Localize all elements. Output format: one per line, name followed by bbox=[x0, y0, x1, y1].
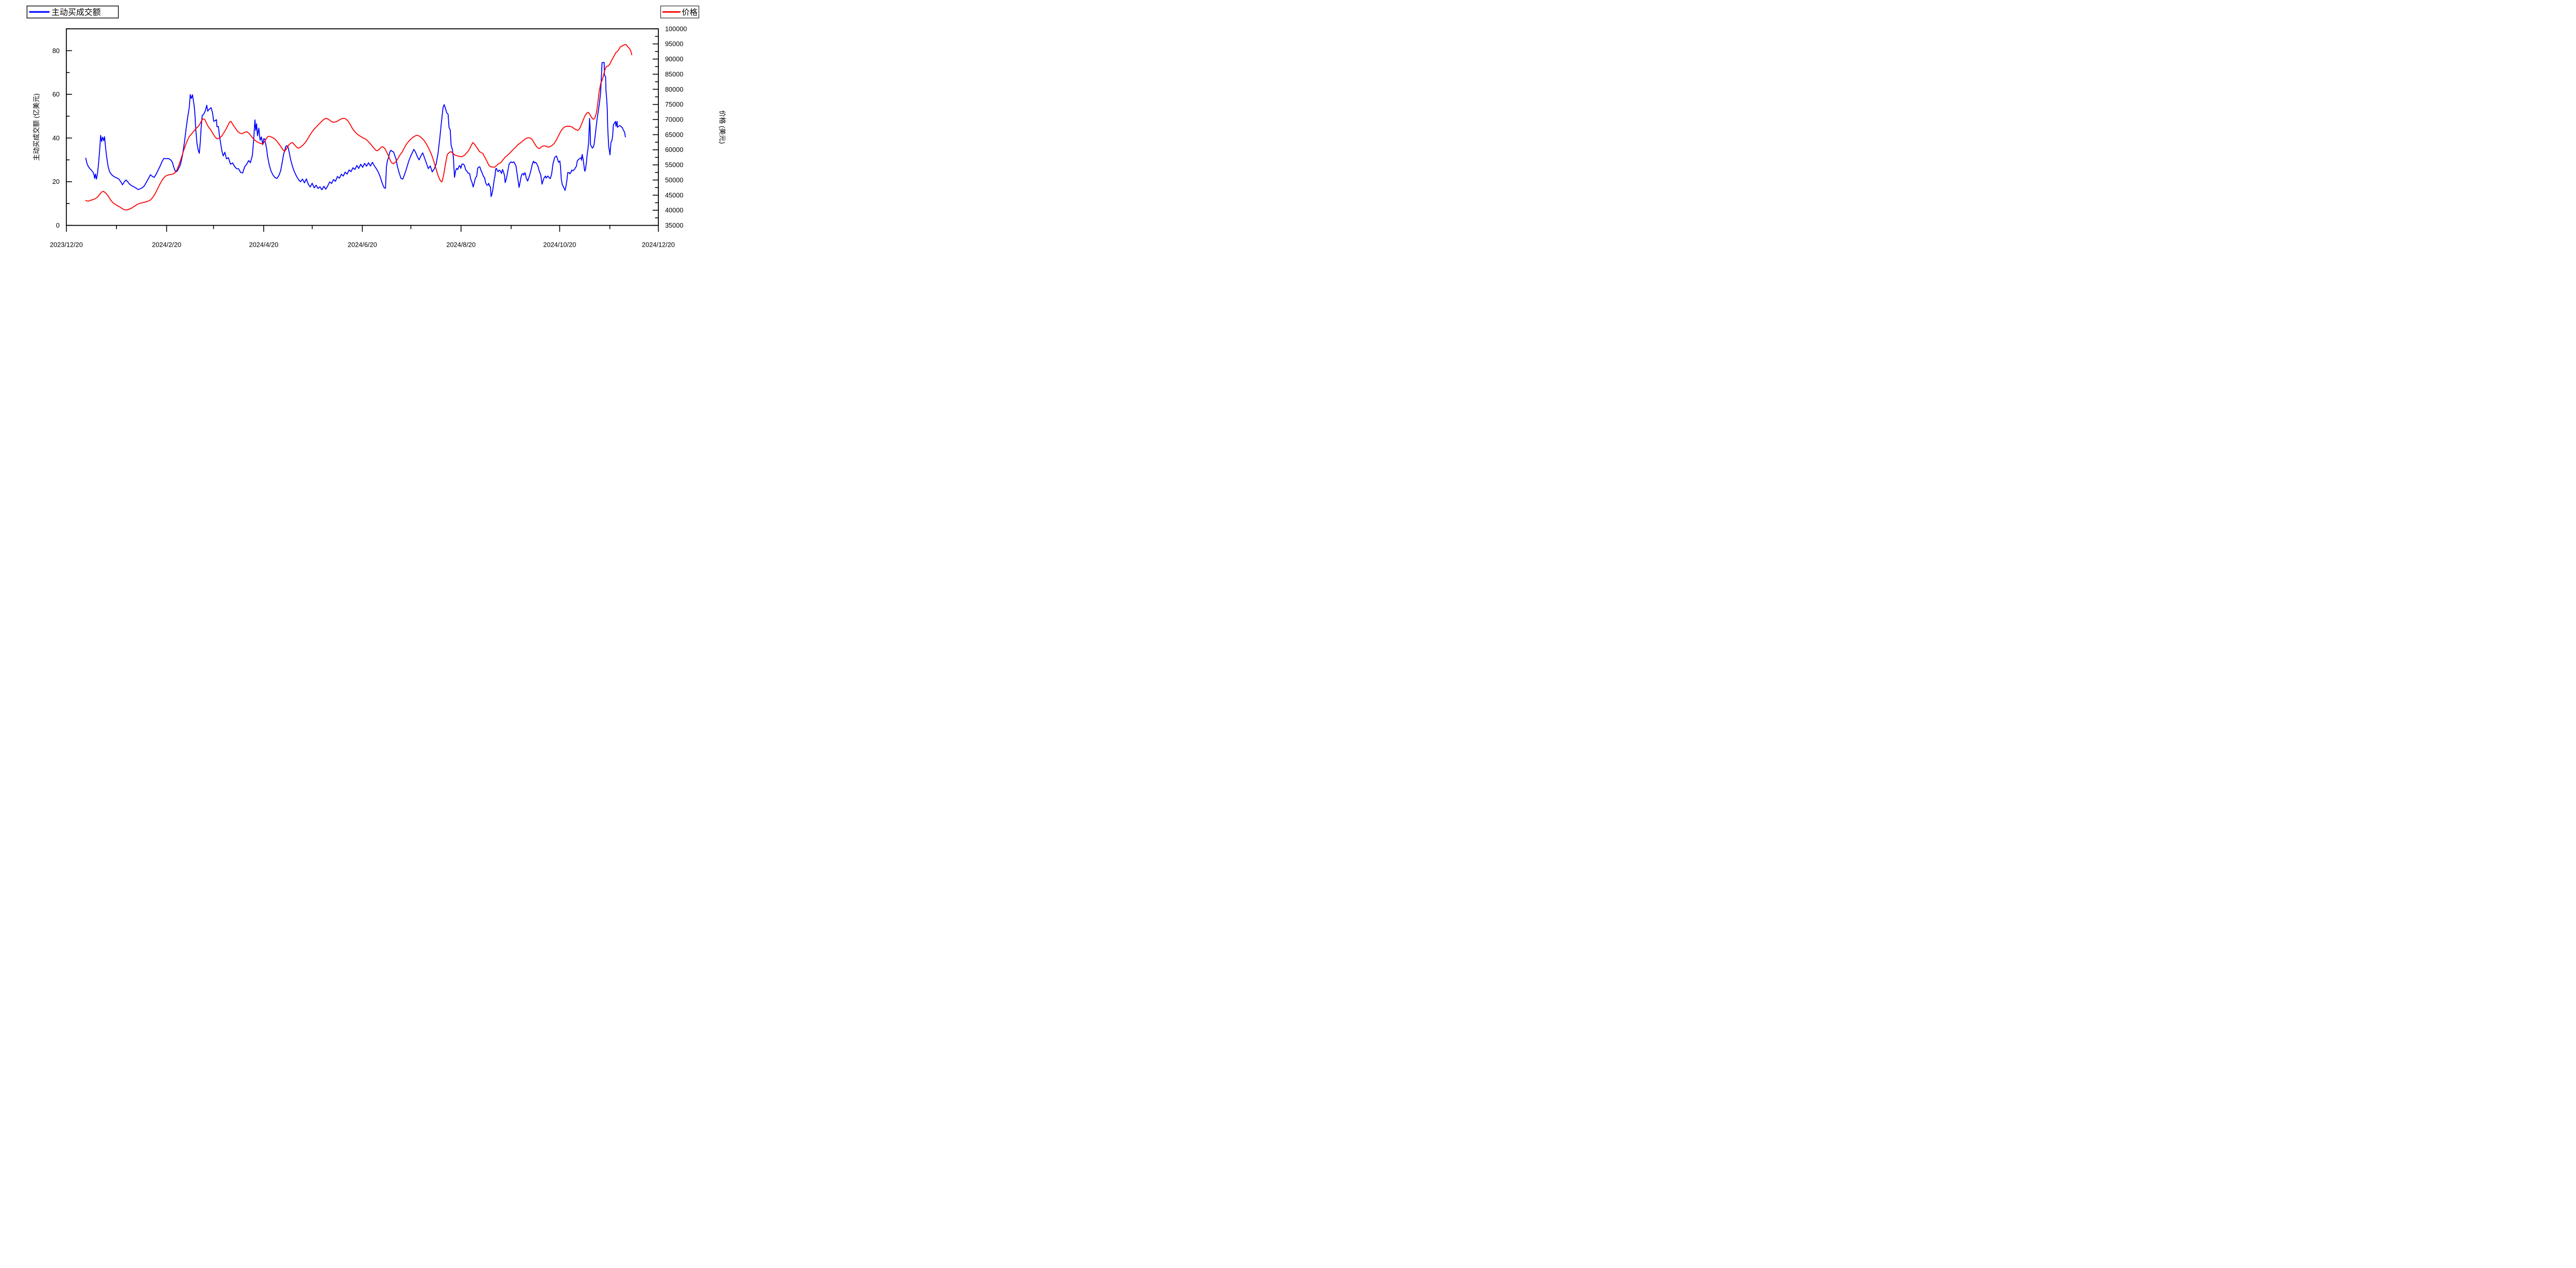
y-left-axis-title: 主动买成交额 (亿美元) bbox=[32, 93, 40, 161]
y-right-tick-label: 80000 bbox=[665, 85, 684, 93]
dual-axis-line-chart: 2023/12/20 2024/2/20 2024/4/20 2024/6/20 202… bbox=[0, 0, 731, 253]
y-left-tick-label: 80 bbox=[53, 47, 60, 55]
y-left-tick-label: 40 bbox=[53, 134, 60, 142]
y-right-tick-label: 85000 bbox=[665, 70, 684, 78]
y-right-tick-label: 60000 bbox=[665, 146, 684, 153]
y-right-tick-label: 35000 bbox=[665, 221, 684, 229]
y-right-tick-label: 65000 bbox=[665, 131, 684, 139]
y-right-axis-title: 价格 (美元) bbox=[719, 110, 726, 144]
legend-price-label: 价格 bbox=[682, 8, 697, 17]
legend-price: 价格 bbox=[660, 6, 700, 19]
y-right-tick-labels: 35000 40000 45000 50000 55000 60000 65000 70000… bbox=[665, 25, 687, 229]
x-axis-tick-label: 2024/12/20 bbox=[642, 241, 675, 249]
price-series-line bbox=[85, 44, 633, 211]
y-right-tick-label: 55000 bbox=[665, 161, 684, 169]
y-right-tick-label: 95000 bbox=[665, 40, 684, 48]
volume-series-line bbox=[85, 62, 626, 197]
x-axis-tick-label: 2024/4/20 bbox=[249, 241, 278, 249]
x-axis-tick-label: 2024/8/20 bbox=[446, 241, 476, 249]
y-left-tick-label: 0 bbox=[56, 221, 60, 229]
x-axis-tick-labels: 2023/12/20 2024/2/20 2024/4/20 2024/6/20 202… bbox=[50, 241, 675, 249]
y-right-tick-label: 40000 bbox=[665, 207, 684, 214]
y-left-tick-label: 60 bbox=[53, 91, 60, 98]
series-lines bbox=[85, 44, 633, 211]
y-right-tick-label: 50000 bbox=[665, 176, 684, 184]
y-right-tick-label: 75000 bbox=[665, 100, 684, 108]
plot-frame bbox=[65, 28, 659, 226]
axis-ticks bbox=[65, 28, 659, 232]
x-axis-tick-label: 2024/6/20 bbox=[348, 241, 377, 249]
x-axis-tick-label: 2024/10/20 bbox=[543, 241, 576, 249]
legend-volume-label: 主动买成交额 bbox=[52, 8, 101, 17]
y-right-tick-label: 100000 bbox=[665, 25, 687, 32]
chart-svg: 2023/12/20 2024/2/20 2024/4/20 2024/6/20 202… bbox=[26, 5, 726, 249]
y-left-tick-labels: 0 20 40 60 80 bbox=[53, 47, 60, 229]
y-right-tick-label: 90000 bbox=[665, 55, 684, 63]
y-left-tick-label: 20 bbox=[53, 178, 60, 185]
x-axis-tick-label: 2023/12/20 bbox=[50, 241, 83, 249]
legend-volume: 主动买成交额 bbox=[26, 5, 119, 19]
x-axis-tick-label: 2024/2/20 bbox=[152, 241, 181, 249]
y-right-tick-label: 70000 bbox=[665, 116, 684, 124]
y-right-tick-label: 45000 bbox=[665, 191, 684, 199]
legend-volume-box bbox=[26, 5, 119, 19]
